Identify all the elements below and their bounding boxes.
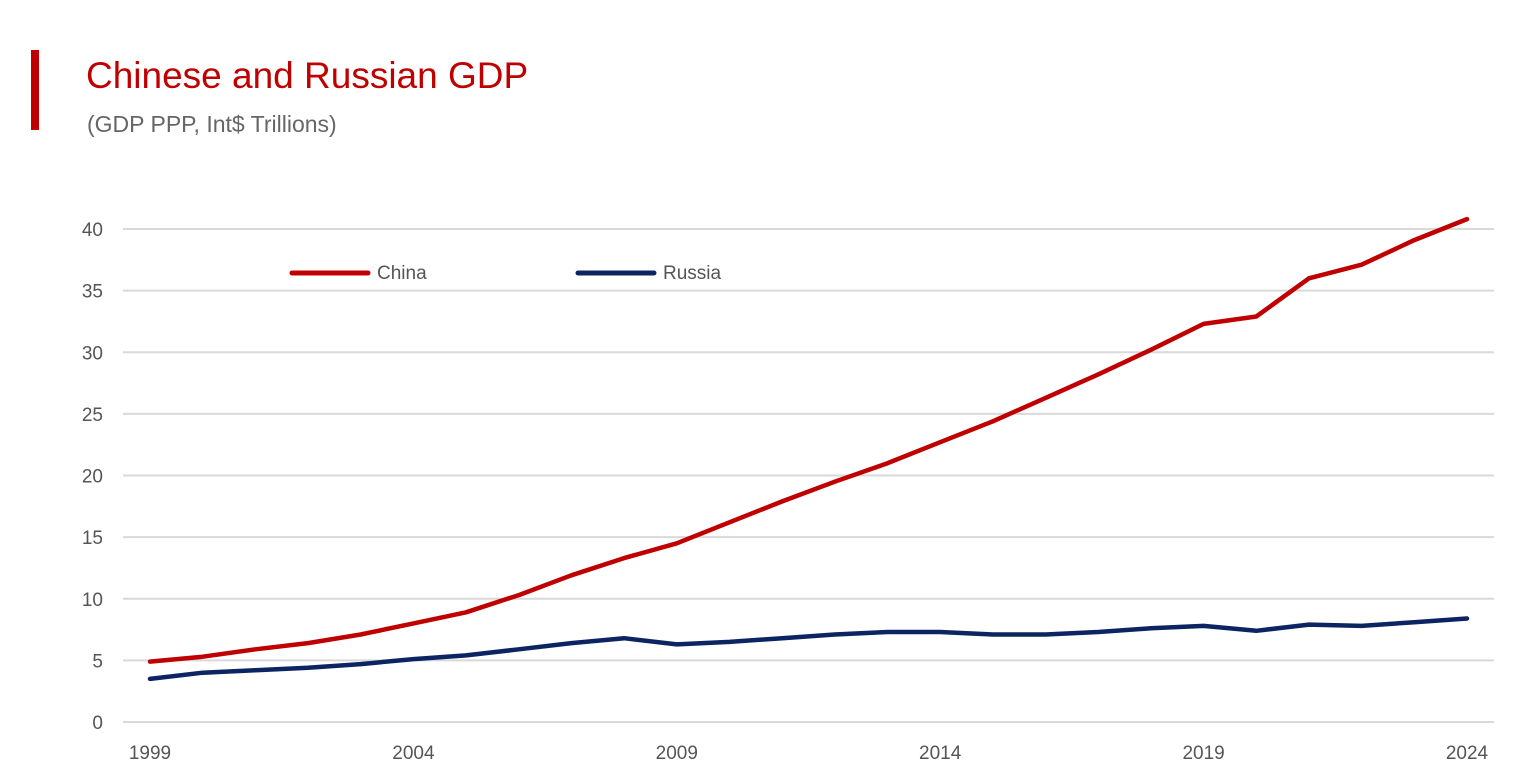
y-tick-label-15: 15 [82,528,103,549]
series-lines [147,216,1470,682]
x-tick-label-2014: 2014 [919,743,962,764]
x-tick-label-2019: 2019 [1182,743,1224,764]
chart-title: Chinese and Russian GDP [86,55,529,96]
legend-label-china: China [377,263,427,284]
legend-label-russia: Russia [663,263,722,284]
x-tick-label-1999: 1999 [129,743,171,764]
y-tick-label-20: 20 [82,467,103,488]
y-tick-label-40: 40 [82,220,103,241]
x-tick-label-2009: 2009 [656,743,698,764]
y-tick-label-5: 5 [92,651,103,672]
y-tick-label-30: 30 [82,343,103,364]
x-axis-tick-labels: 1999 2004 2009 2014 2019 2024 [129,743,1489,764]
series-line-russia [147,616,1470,682]
y-tick-label-10: 10 [82,590,103,611]
legend: China Russia [289,263,722,284]
series-line-china [147,216,1470,664]
chart-subtitle: (GDP PPP, Int$ Trillions) [87,111,337,137]
x-tick-label-2004: 2004 [392,743,435,764]
y-tick-label-35: 35 [82,282,103,303]
title-accent-bar [31,50,39,130]
y-axis-tick-labels: 0 5 10 15 20 25 30 35 40 [82,220,103,734]
gridlines [123,228,1494,723]
y-tick-label-25: 25 [82,405,103,426]
x-tick-label-2024: 2024 [1446,743,1489,764]
y-tick-label-0: 0 [92,713,103,734]
